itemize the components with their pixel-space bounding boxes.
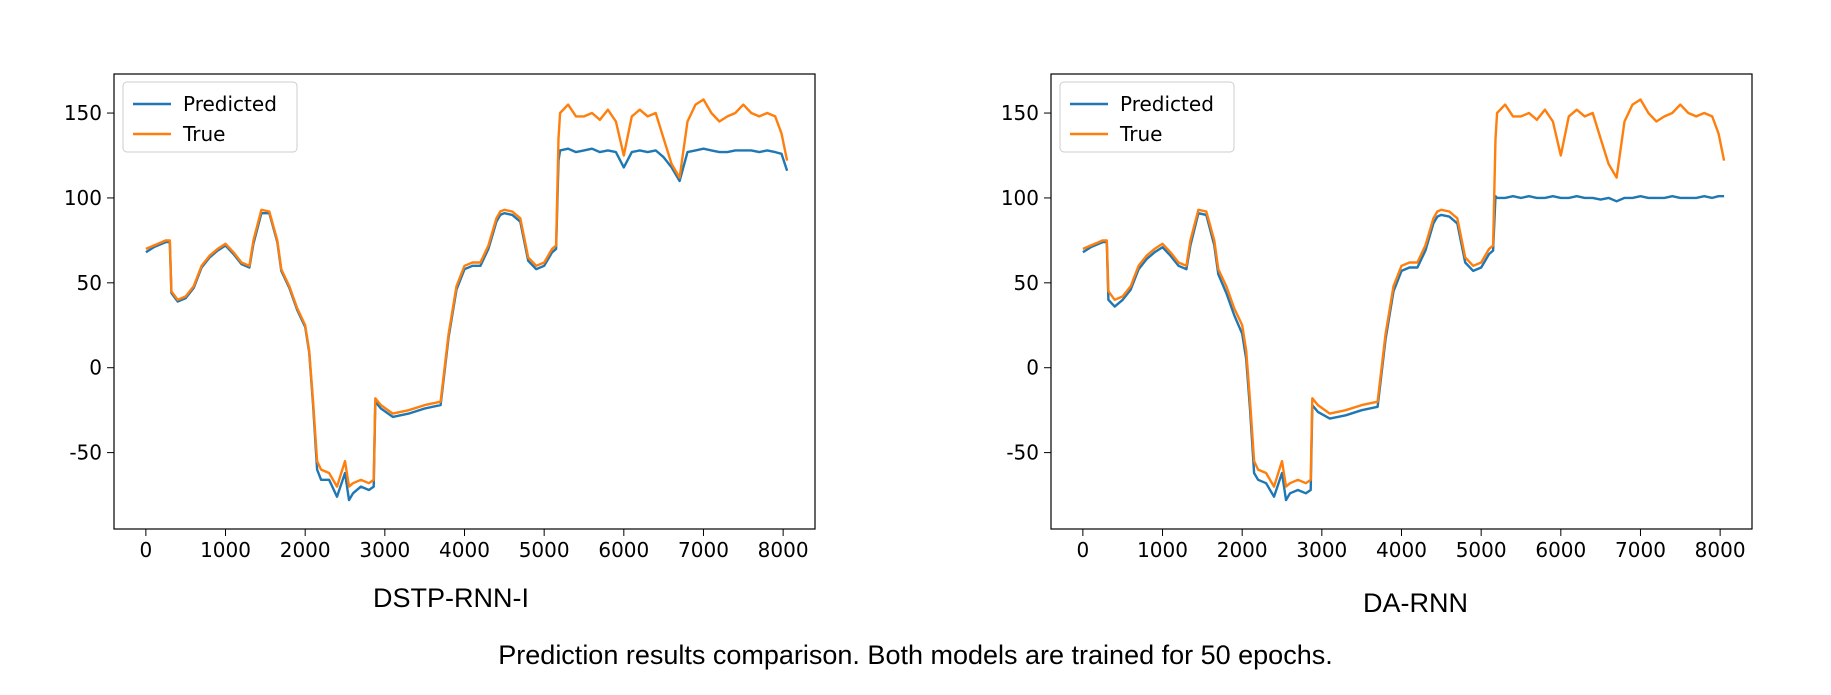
series-line-predicted [145,147,789,502]
x-tick-label: 1000 [200,538,251,562]
y-tick-label: 0 [1026,356,1039,380]
plot-title-dstp-rnn-i: DSTP-RNN-I [373,583,529,613]
x-tick-label: 2000 [1217,538,1268,562]
x-tick-label: 4000 [1376,538,1427,562]
plot-title-da-rnn: DA-RNN [1363,588,1468,618]
x-tick-label: 4000 [439,538,490,562]
series-line-true [1082,98,1726,488]
plot-dstp-rnn-i: 0 1000 2000 3000 4000 5000 6000 7000 8000 -50 0 50 1… [64,73,816,562]
figure-canvas: 0 1000 2000 3000 4000 5000 6000 7000 8000-500501… [64,73,1753,562]
x-tick-label: 6000 [598,538,649,562]
y-tick-label: 150 [64,101,102,125]
plot-da-rnn: 0 1000 2000 3000 4000 5000 6000 7000 8000 -50 0 50 1… [1001,73,1753,562]
x-tick-label: 8000 [758,538,809,562]
x-tick-label: 2000 [280,538,331,562]
x-tick-label: 5000 [519,538,570,562]
x-tick-label: 3000 [359,538,410,562]
y-tick-label: 150 [1001,101,1039,125]
y-tick-label: -50 [69,441,102,465]
x-tick-label: 6000 [1535,538,1586,562]
legend-label-predicted: Predicted [1120,92,1214,116]
y-tick-label: 50 [1014,271,1039,295]
y-tick-label: -50 [1006,441,1039,465]
figure-caption: Prediction results comparison. Both mode… [498,640,1333,670]
x-tick-label: 1000 [1137,538,1188,562]
x-tick-label: 7000 [678,538,729,562]
series-line-true [145,98,789,488]
legend-label-predicted: Predicted [183,92,277,116]
legend-label-true: True [182,122,225,146]
x-tick-label: 7000 [1615,538,1666,562]
x-tick-label: 3000 [1296,538,1347,562]
y-tick-label: 0 [89,356,102,380]
y-tick-label: 100 [1001,186,1039,210]
y-tick-label: 50 [77,271,102,295]
legend-label-true: True [1119,122,1162,146]
x-tick-label: 5000 [1456,538,1507,562]
x-tick-label: 0 [139,538,152,562]
x-tick-label: 8000 [1695,538,1746,562]
series-line-predicted [1082,194,1725,502]
y-tick-label: 100 [64,186,102,210]
x-tick-label: 0 [1076,538,1089,562]
